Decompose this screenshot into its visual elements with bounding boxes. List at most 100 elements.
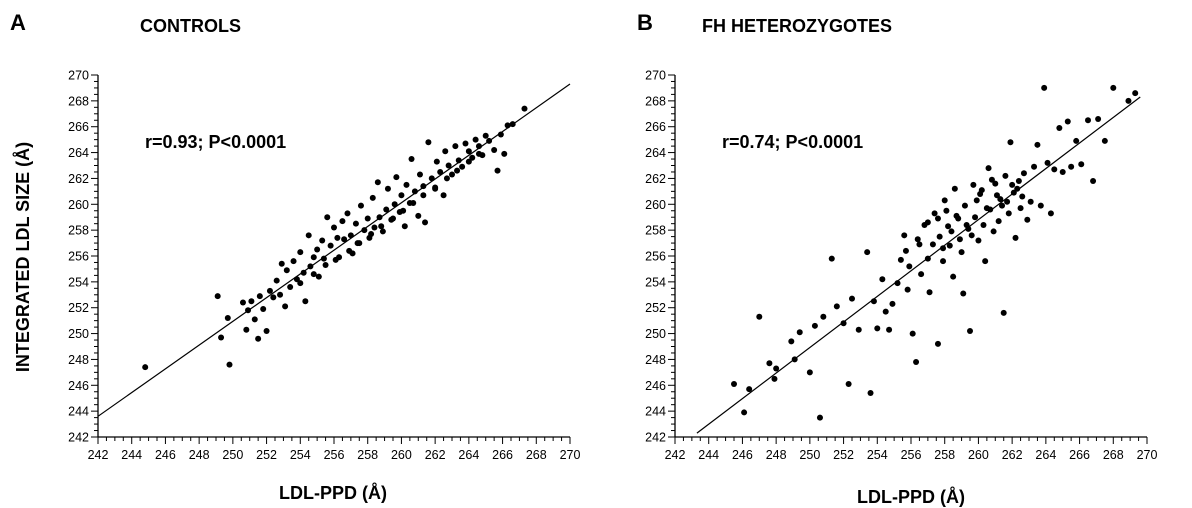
y-tick-label: 254 bbox=[645, 275, 666, 289]
data-point bbox=[319, 237, 326, 244]
data-point bbox=[929, 241, 936, 248]
data-point bbox=[302, 298, 309, 305]
data-point bbox=[771, 375, 778, 382]
data-point bbox=[934, 340, 941, 347]
data-point bbox=[379, 228, 386, 235]
data-point bbox=[806, 369, 813, 376]
y-axis-title: INTEGRATED LDL SIZE (Å) bbox=[13, 142, 33, 372]
correlation-annotation: r=0.93; P<0.0001 bbox=[145, 132, 286, 152]
data-point bbox=[270, 294, 277, 301]
data-point bbox=[273, 277, 280, 284]
y-tick-label: 248 bbox=[68, 353, 89, 367]
data-point bbox=[1064, 118, 1071, 125]
panel-title: FH HETEROZYGOTES bbox=[702, 16, 892, 36]
data-point bbox=[1015, 178, 1022, 185]
x-tick-label: 242 bbox=[88, 448, 109, 462]
data-point bbox=[420, 192, 427, 199]
data-point bbox=[918, 271, 925, 278]
data-point bbox=[982, 258, 989, 265]
data-point bbox=[475, 143, 482, 150]
x-tick-label: 266 bbox=[492, 448, 513, 462]
data-point bbox=[290, 258, 297, 265]
data-point bbox=[948, 228, 955, 235]
data-point bbox=[967, 327, 973, 334]
y-tick-label: 246 bbox=[68, 379, 89, 393]
data-point bbox=[956, 236, 963, 243]
x-tick-label: 250 bbox=[799, 448, 820, 462]
x-tick-label: 242 bbox=[665, 448, 686, 462]
x-tick-label: 244 bbox=[121, 448, 142, 462]
data-point bbox=[371, 224, 378, 231]
data-point bbox=[344, 210, 351, 217]
y-tick-label: 258 bbox=[645, 224, 666, 238]
data-point bbox=[357, 202, 364, 209]
data-point bbox=[491, 146, 498, 153]
data-point bbox=[961, 202, 968, 209]
data-point bbox=[931, 210, 938, 217]
data-point bbox=[1024, 216, 1031, 223]
y-tick-label: 260 bbox=[68, 198, 89, 212]
y-tick-label: 266 bbox=[68, 120, 89, 134]
data-point bbox=[1132, 90, 1139, 97]
data-point bbox=[452, 143, 459, 150]
data-point bbox=[1007, 139, 1014, 146]
panel-title: CONTROLS bbox=[140, 16, 241, 36]
data-point bbox=[882, 308, 889, 315]
data-point bbox=[913, 359, 920, 366]
data-point bbox=[985, 165, 992, 172]
data-point bbox=[988, 176, 995, 183]
data-point bbox=[1037, 202, 1044, 209]
data-point bbox=[243, 326, 250, 333]
data-point bbox=[936, 233, 943, 240]
data-point bbox=[1009, 181, 1016, 188]
data-point bbox=[469, 154, 476, 161]
chart-panel-b: B FH HETEROZYGOTES 242 244 246 248 250 252 254 25… bbox=[637, 10, 1157, 507]
data-point bbox=[320, 255, 327, 262]
data-point bbox=[314, 246, 321, 253]
x-tick-label: 270 bbox=[560, 448, 581, 462]
data-point bbox=[239, 299, 246, 306]
y-tick-label: 250 bbox=[645, 327, 666, 341]
x-axis-title: LDL-PPD (Å) bbox=[279, 483, 387, 503]
data-point bbox=[924, 219, 931, 226]
y-tick-label: 246 bbox=[645, 379, 666, 393]
data-point bbox=[356, 240, 363, 247]
y-tick-label: 242 bbox=[68, 431, 89, 445]
data-point bbox=[482, 132, 489, 139]
data-point bbox=[245, 307, 252, 314]
data-point bbox=[277, 291, 284, 298]
data-point bbox=[1085, 117, 1091, 124]
data-point bbox=[1056, 125, 1063, 132]
data-point bbox=[415, 212, 422, 219]
data-point bbox=[293, 276, 300, 283]
y-tick-label: 268 bbox=[68, 94, 89, 108]
data-point bbox=[849, 295, 855, 302]
data-point bbox=[1041, 84, 1048, 91]
x-tick-label: 248 bbox=[766, 448, 787, 462]
x-tick-label: 262 bbox=[425, 448, 446, 462]
data-point bbox=[341, 236, 348, 243]
y-tick-label: 244 bbox=[645, 405, 666, 419]
data-point bbox=[816, 414, 823, 421]
data-point bbox=[924, 255, 931, 262]
data-point bbox=[945, 223, 952, 230]
data-point bbox=[374, 179, 381, 186]
x-tick-label: 258 bbox=[934, 448, 955, 462]
x-tick-label: 256 bbox=[901, 448, 922, 462]
x-tick-label: 258 bbox=[357, 448, 378, 462]
x-tick-label: 266 bbox=[1069, 448, 1090, 462]
data-point bbox=[1002, 172, 1009, 179]
data-point bbox=[425, 139, 432, 146]
data-point bbox=[361, 227, 368, 234]
data-point bbox=[901, 232, 908, 239]
y-tick-label: 270 bbox=[645, 69, 666, 83]
x-tick-label: 264 bbox=[1035, 448, 1056, 462]
data-point bbox=[1090, 178, 1097, 185]
data-point bbox=[504, 122, 511, 129]
data-point bbox=[391, 201, 398, 208]
data-point bbox=[411, 188, 418, 195]
data-point bbox=[255, 335, 262, 342]
data-point bbox=[902, 247, 909, 254]
data-point bbox=[1068, 163, 1075, 170]
